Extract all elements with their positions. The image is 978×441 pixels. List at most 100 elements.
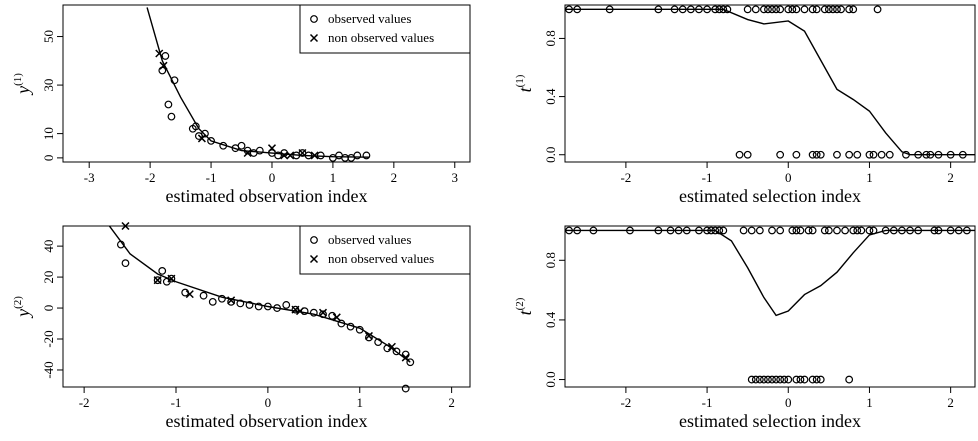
circle-marker [833,226,841,235]
circle-marker [829,5,837,14]
circle-marker [768,375,776,384]
circle-marker [565,5,573,14]
circle-marker [719,226,728,235]
x-tick-label: 2 [448,395,455,410]
cross-marker [243,148,252,158]
cross-marker [318,308,328,317]
circle-marker [808,226,817,235]
y-tick-label: 0.8 [543,30,558,46]
cross-marker [309,254,319,264]
circle-marker [654,5,663,14]
cross-marker [401,353,410,362]
circle-marker [841,226,849,235]
cross-marker [155,49,164,58]
y-tick-label: 20 [41,271,56,284]
circle-marker [849,226,858,235]
y-tick-label: 0 [41,305,56,312]
circle-marker [792,5,801,14]
x-tick-label: -2 [79,395,90,410]
circle-marker [245,301,254,309]
legend-label: observed values [328,232,411,247]
circle-marker [365,333,373,342]
circle-marker [666,226,675,235]
x-tick-label: 2 [947,170,954,185]
x-tick-label: 0 [265,395,272,410]
circle-marker [703,5,711,14]
plot-frame [62,4,471,163]
y-tick-label: 0.0 [543,371,558,387]
circle-marker [808,375,817,384]
cross-marker [286,151,295,160]
circle-marker [808,5,817,14]
circle-marker [792,150,801,159]
circle-marker [760,5,768,14]
circle-marker [695,226,703,235]
circle-marker [319,310,327,319]
circle-marker [605,5,614,14]
circle-marker [768,226,776,235]
cross-marker [227,296,236,305]
cross-marker [280,151,289,160]
legend-label: non observed values [328,30,434,45]
cross-marker [267,144,277,153]
x-tick-label: 1 [357,395,364,410]
circle-marker [723,5,732,14]
circle-marker [934,150,943,159]
y-tick-label: 0.0 [543,147,558,163]
cross-marker [332,313,341,322]
circle-marker [873,5,882,14]
x-tick-label: -1 [206,170,217,185]
circle-marker [654,226,663,235]
y-tick-label: 50 [41,30,56,43]
y-tick-label: -20 [41,330,56,347]
circle-marker [739,226,748,235]
circle-marker [199,291,208,300]
circle-marker [857,226,866,235]
circle-marker [346,322,355,331]
circle-marker [812,375,821,384]
fitted-curve [565,229,975,317]
circle-marker [889,226,898,235]
circle-marker [788,5,797,14]
circle-marker [573,226,582,235]
cross-marker [291,305,300,314]
circle-marker [167,112,176,121]
circle-marker [310,236,318,244]
y-axis-title: t(2) [514,297,535,315]
y-axis-title: t(1) [514,74,535,92]
x-tick-label: 2 [947,395,954,410]
circle-marker [776,150,785,159]
circle-marker [776,375,785,384]
circle-marker [273,304,281,312]
y-axis-title-sup: (2) [12,296,24,309]
circle-marker [116,240,125,249]
circle-marker [914,226,923,235]
circle-marker [309,308,318,317]
circle-marker [926,150,935,159]
legend-label: non observed values [328,251,434,266]
y-axis-title-main: y [13,309,33,319]
y-axis-title-main: t [515,86,535,92]
circle-marker [208,297,217,306]
circle-marker [898,226,906,235]
legend-box [299,225,471,275]
circle-marker [682,226,691,235]
cross-marker [298,148,307,158]
x-tick-label: -2 [620,395,631,410]
circle-marker [337,319,346,328]
legend-label: observed values [328,11,411,26]
circle-marker [751,375,760,384]
circle-marker [914,150,923,159]
y-axis-title: y(1) [12,73,33,96]
circle-marker [255,146,264,155]
circle-marker [715,5,724,14]
x-tick-label: 3 [452,170,459,185]
circle-marker [316,151,325,160]
circle-marker [772,375,780,384]
circle-marker [674,226,683,235]
circle-marker [906,226,914,235]
circle-marker [573,5,582,14]
x-tick-label: 2 [391,170,398,185]
circle-marker [820,226,829,235]
